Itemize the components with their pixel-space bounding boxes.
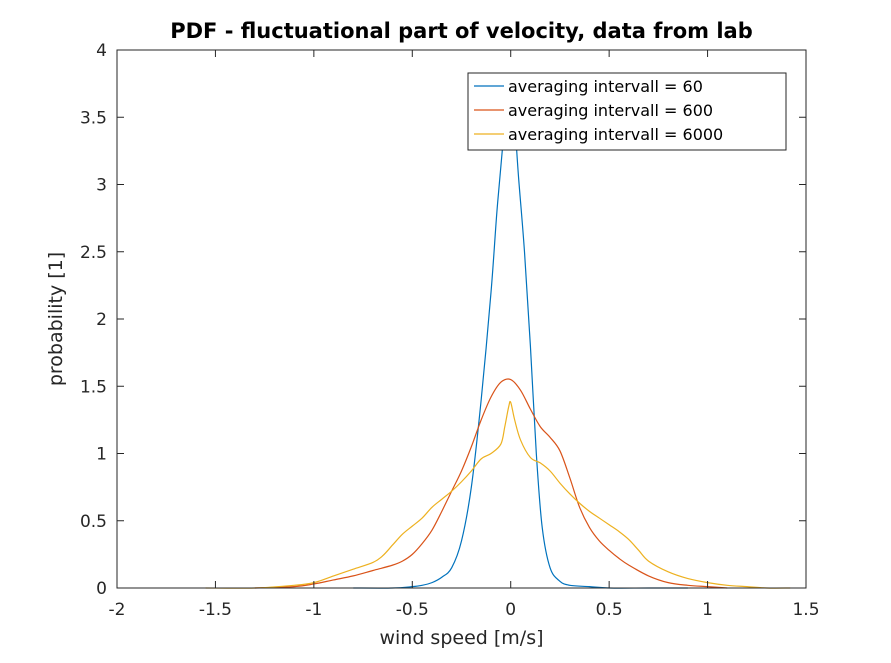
legend-label-2: averaging intervall = 6000 [508,125,723,144]
ticks-layer: -2 -1.5 -1 -0.5 0 0.5 1 1.5 0 0.5 1 1.5 2 2.5 3 3.5 4 [80,41,820,620]
y-tick-label: 1 [96,445,107,465]
y-tick-label: 0 [96,579,107,599]
x-tick-label: -2 [109,600,126,620]
chart-title: PDF - fluctuational part of velocity, da… [170,19,753,43]
legend: averaging intervall = 60 averaging interv… [467,72,787,151]
x-tick-label: 0.5 [596,600,623,620]
x-tick-label: -1 [305,600,322,620]
y-tick-label: 1.5 [80,377,107,397]
y-tick-label: 4 [96,41,107,61]
x-tick-label: 1 [702,600,713,620]
y-tick-label: 0.5 [80,512,107,532]
x-tick-label: -1.5 [199,600,232,620]
x-axis-label: wind speed [m/s] [379,627,543,649]
y-tick-label: 3 [96,176,107,196]
y-tick-label: 3.5 [80,108,107,128]
y-tick-label: 2.5 [80,243,107,263]
legend-label-0: averaging intervall = 60 [508,77,703,96]
legend-items: averaging intervall = 60 averaging interv… [474,77,723,144]
series-line-2 [205,400,791,589]
series-line-1 [254,378,728,589]
x-tick-label: 0 [505,600,516,620]
x-tick-label: 1.5 [792,600,819,620]
x-tick-label: -0.5 [396,600,429,620]
y-tick-label: 2 [96,310,107,330]
y-axis-label: probability [1] [45,252,67,386]
legend-box [467,72,787,151]
legend-label-1: averaging intervall = 600 [508,101,713,120]
